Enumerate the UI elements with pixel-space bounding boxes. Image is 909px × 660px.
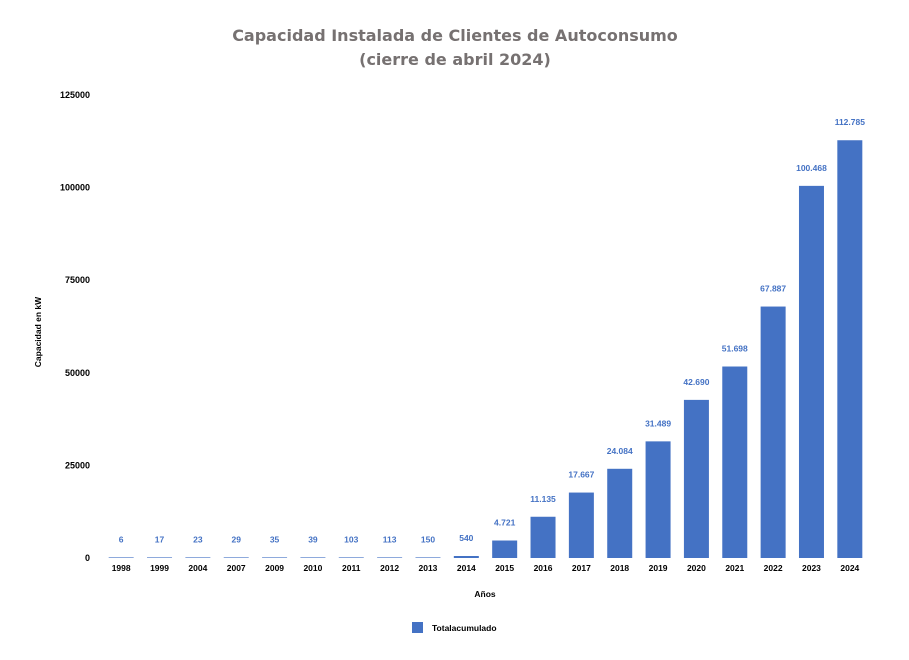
data-label: 100.468 [796,163,827,173]
legend[interactable]: Totalacumulado [412,622,497,633]
bar[interactable] [530,516,556,558]
data-label: 112.785 [835,117,866,127]
x-tick-label: 2004 [188,563,207,573]
legend-swatch [412,622,423,633]
data-labels: 6 17 23 29 35 39 103 113 150 540 4.721 11.135 17.667… [119,117,865,544]
data-label: 17.667 [568,470,594,480]
x-tick-label: 2017 [572,563,591,573]
data-label: 11.135 [530,494,556,504]
y-tick-label: 25000 [65,460,90,470]
bar[interactable] [837,140,863,558]
data-label: 23 [193,534,203,544]
chart-subtitle: (cierre de abril 2024) [359,50,551,69]
x-tick-label: 2022 [764,563,783,573]
bar[interactable] [262,557,288,558]
y-tick-label: 75000 [65,275,90,285]
bar[interactable] [185,557,211,558]
x-tick-label: 2007 [227,563,246,573]
y-axis-label: Capacidad en kW [33,296,43,367]
bar[interactable] [147,557,173,558]
data-label: 17 [155,534,165,544]
data-label: 24.084 [607,446,633,456]
data-label: 42.690 [683,377,709,387]
data-label: 113 [383,534,397,544]
x-tick-label: 2010 [303,563,322,573]
bar[interactable] [223,557,249,558]
data-label: 31.489 [645,418,671,428]
data-label: 51.698 [722,344,748,354]
bar[interactable] [722,366,748,558]
data-label: 29 [231,534,241,544]
x-tick-label: 2023 [802,563,821,573]
bar[interactable] [377,557,403,558]
x-tick-label: 2014 [457,563,476,573]
bar[interactable] [645,441,671,558]
x-tick-label: 2020 [687,563,706,573]
bar[interactable] [798,185,824,559]
legend-label: Totalacumulado [432,623,497,633]
bar[interactable] [607,468,633,558]
x-tick-label: 2016 [534,563,553,573]
bar[interactable] [568,492,594,558]
y-axis: 0 25000 50000 75000 100000 125000 [60,90,90,563]
bar[interactable] [108,557,134,558]
data-label: 35 [270,534,280,544]
x-tick-label: 2009 [265,563,284,573]
x-axis-label: Años [474,589,496,599]
data-label: 6 [119,534,124,544]
bar[interactable] [415,557,441,558]
x-tick-label: 2018 [610,563,629,573]
x-tick-label: 2012 [380,563,399,573]
x-tick-label: 1998 [112,563,131,573]
x-tick-label: 1999 [150,563,169,573]
data-label: 4.721 [494,518,516,528]
x-axis: 1998 1999 2004 2007 2009 2010 2011 2012 2013 2014… [112,563,860,573]
data-label: 540 [459,533,473,543]
bar[interactable] [683,399,709,558]
bar[interactable] [453,555,479,558]
y-tick-label: 0 [85,553,90,563]
x-tick-label: 2021 [725,563,744,573]
bar[interactable] [760,306,786,558]
y-tick-label: 50000 [65,368,90,378]
data-label: 103 [344,534,358,544]
x-tick-label: 2024 [840,563,859,573]
x-tick-label: 2013 [419,563,438,573]
chart-title: Capacidad Instalada de Clientes de Autoc… [232,26,678,45]
bar[interactable] [300,557,326,558]
bar[interactable] [492,540,518,558]
x-tick-label: 2011 [342,563,361,573]
x-tick-label: 2019 [649,563,668,573]
y-tick-label: 125000 [60,90,90,100]
data-label: 39 [308,534,318,544]
bar[interactable] [338,557,364,558]
data-label: 150 [421,534,435,544]
y-tick-label: 100000 [60,183,90,193]
bars [108,140,863,559]
data-label: 67.887 [760,284,786,294]
x-tick-label: 2015 [495,563,514,573]
